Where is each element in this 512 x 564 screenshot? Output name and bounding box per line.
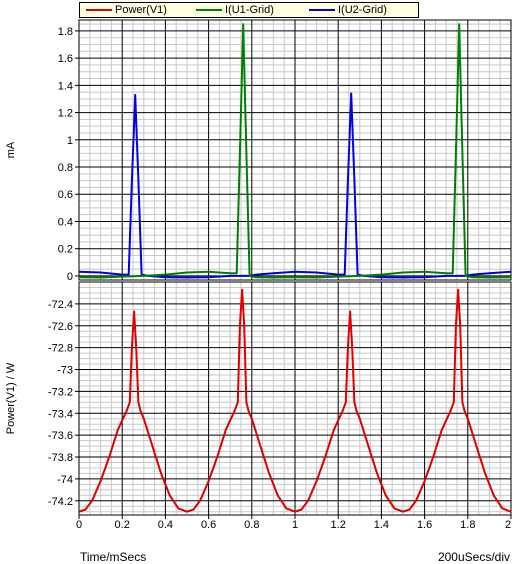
y-tick-label: -73 <box>57 365 73 377</box>
y-axis-label: mA <box>5 141 17 158</box>
legend-label-u1-grid: I(U1-Grid) <box>225 4 274 16</box>
y-tick-label: 0.4 <box>58 216 73 228</box>
y-tick-label: -72.6 <box>48 321 73 333</box>
y-tick-label: -73.8 <box>48 452 73 464</box>
legend-label-u2-grid: I(U2-Grid) <box>338 4 387 16</box>
legend-item-power: Power(V1) <box>86 3 167 17</box>
legend: Power(V1) I(U1-Grid) I(U2-Grid) <box>79 2 419 18</box>
x-tick-label: 0.4 <box>158 519 173 531</box>
y-tick-label: 1 <box>67 135 73 147</box>
y-tick-label: -73.4 <box>48 408 73 420</box>
y-tick-label: 0.2 <box>58 244 73 256</box>
legend-swatch-u2-grid <box>309 9 335 11</box>
y-tick-label: 1.4 <box>58 80 73 92</box>
y-tick-label: -73.2 <box>48 386 73 398</box>
y-axis-label: Power(V1) / W <box>5 362 17 434</box>
y-tick-label: 0.8 <box>58 162 73 174</box>
series-line-i-u2-grid <box>78 92 512 279</box>
x-tick-label: 1 <box>292 519 298 531</box>
y-tick-label: -72.4 <box>48 299 73 311</box>
y-tick-label: -72.8 <box>48 343 73 355</box>
x-tick-label: 1.2 <box>331 519 346 531</box>
legend-item-u1-grid: I(U1-Grid) <box>196 3 274 17</box>
series-line-power-v1 <box>78 288 512 513</box>
y-tick-label: 1.6 <box>58 53 73 65</box>
chart-area: 1.8 1.6 1.4 1.2 1 0.8 0.6 0.4 0.2 0 mA -72.4 -72.6 -7… <box>5 19 512 531</box>
x-tick-label: 1.4 <box>374 519 389 531</box>
x-tick-label: 1.8 <box>460 519 475 531</box>
y-tick-label: -73.6 <box>48 430 73 442</box>
x-tick-label: 1.6 <box>417 519 432 531</box>
legend-swatch-power <box>86 9 112 11</box>
y-tick-label: 1.8 <box>58 26 73 38</box>
plot-frame <box>78 19 512 281</box>
y-tick-label: -74.2 <box>48 496 73 508</box>
x-tick-label: 2 <box>505 519 511 531</box>
x-tick-label: 0.8 <box>244 519 259 531</box>
y-tick-label: 0.6 <box>58 189 73 201</box>
x-axis-label: Time/mSecs <box>80 550 147 564</box>
series-line-i-u1-grid <box>78 23 512 279</box>
legend-label-power: Power(V1) <box>115 4 167 16</box>
legend-item-u2-grid: I(U2-Grid) <box>309 3 387 17</box>
x-tick-label: 0.2 <box>115 519 130 531</box>
y-tick-label: 1.2 <box>58 108 73 120</box>
x-tick-label: 0 <box>76 519 82 531</box>
x-scale-label: 200uSecs/div <box>437 550 510 564</box>
legend-swatch-u1-grid <box>196 9 222 11</box>
x-tick-label: 0.6 <box>201 519 216 531</box>
y-tick-label: 0 <box>67 271 73 283</box>
y-tick-label: -74 <box>57 474 73 486</box>
